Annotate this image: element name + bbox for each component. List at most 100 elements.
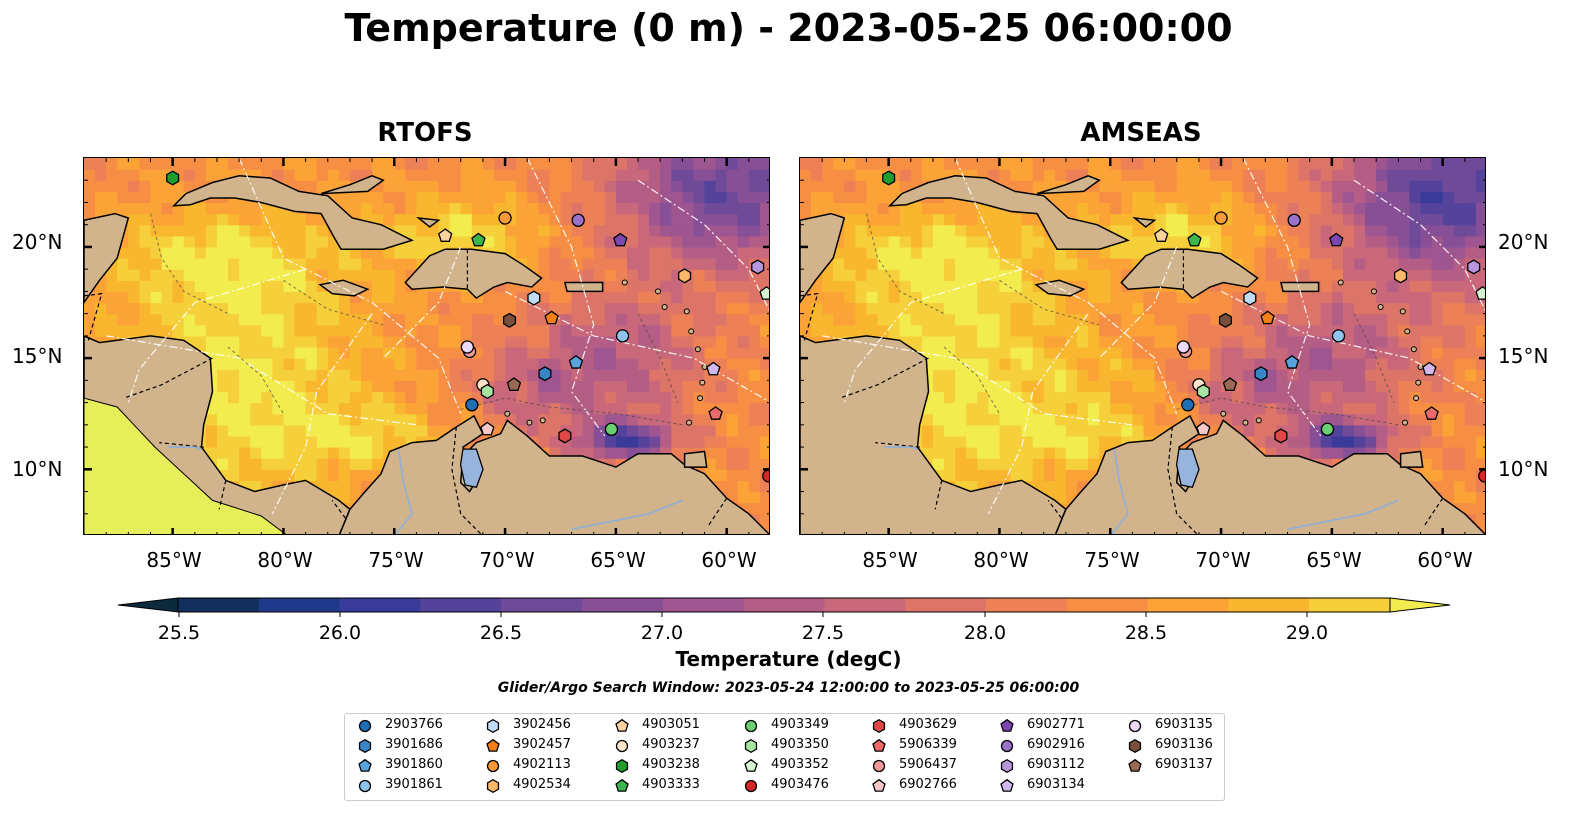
platform-legend: 2903766 3901686 3901860 3901861 3902456 39024… bbox=[344, 713, 1225, 801]
legend-marker-pentagon-icon bbox=[744, 758, 758, 772]
legend-marker-hexagon-icon bbox=[872, 718, 886, 734]
land-trinidad bbox=[683, 450, 708, 468]
lake-maracaibo bbox=[460, 448, 484, 488]
country-border bbox=[331, 500, 346, 519]
lon-label-80w: 80°W bbox=[257, 548, 313, 572]
platform-marker-6903136 bbox=[502, 312, 517, 328]
legend-marker-4903237 bbox=[615, 739, 629, 753]
legend-marker-pentagon-icon bbox=[1000, 718, 1014, 732]
platform-marker-3902456 bbox=[1243, 290, 1257, 306]
platform-marker-6902771 bbox=[613, 232, 628, 247]
legend-label: 3901686 bbox=[385, 737, 443, 752]
legend-marker-pentagon-icon bbox=[1128, 758, 1142, 772]
legend-marker-circle-icon bbox=[358, 719, 372, 733]
legend-marker-pentagon-icon bbox=[486, 738, 500, 752]
legend-marker-6902916 bbox=[1000, 739, 1014, 753]
platform-marker-6903136 bbox=[1218, 312, 1233, 328]
platform-marker-4903333 bbox=[471, 232, 486, 247]
legend-label: 5906339 bbox=[899, 737, 957, 752]
legend-label: 3901860 bbox=[385, 757, 443, 772]
platform-marker-4903350 bbox=[480, 383, 494, 400]
isobath bbox=[943, 346, 1000, 414]
river bbox=[394, 449, 413, 534]
country-border bbox=[84, 292, 103, 341]
platform-marker-6902771 bbox=[1329, 232, 1344, 247]
platform-marker-6903112 bbox=[751, 259, 765, 275]
eez-boundary bbox=[382, 246, 462, 359]
colorbar-tick-label: 27.5 bbox=[801, 622, 845, 644]
legend-label: 6902916 bbox=[1027, 737, 1085, 752]
platform-marker-6902916 bbox=[1287, 213, 1301, 227]
legend-label: 4903349 bbox=[771, 717, 829, 732]
legend-marker-5906437 bbox=[872, 759, 886, 773]
lon-label-60w: 60°W bbox=[701, 548, 757, 572]
legend-marker-6903136 bbox=[1128, 738, 1142, 754]
eez-boundary bbox=[822, 335, 1133, 426]
colorbar-tick-label: 27.0 bbox=[640, 622, 684, 644]
legend-label: 6903137 bbox=[1155, 757, 1213, 772]
lat-label-20n-right: 20°N bbox=[1498, 230, 1549, 254]
lesser-antilles bbox=[1220, 279, 1424, 426]
colorbar-segment bbox=[582, 598, 664, 612]
land-centralAmerica bbox=[800, 335, 1067, 534]
legend-marker-4903349 bbox=[744, 719, 758, 733]
land-bahamas1 bbox=[320, 174, 385, 195]
legend-marker-5906339 bbox=[872, 738, 886, 752]
country-border bbox=[1424, 497, 1444, 526]
country-border bbox=[708, 497, 728, 526]
platform-marker-3901861 bbox=[615, 329, 630, 343]
legend-marker-3901861 bbox=[358, 779, 372, 793]
lat-label-15n: 15°N bbox=[12, 344, 63, 368]
colorbar-segment bbox=[501, 598, 583, 612]
colorbar bbox=[117, 597, 1451, 617]
map-rtofs bbox=[84, 158, 769, 534]
colorbar-segment bbox=[1228, 598, 1310, 612]
colorbar-tick-label: 25.5 bbox=[157, 622, 201, 644]
legend-marker-2903766 bbox=[358, 719, 372, 733]
legend-label: 2903766 bbox=[385, 717, 443, 732]
legend-marker-hexagon-icon bbox=[486, 778, 500, 794]
colorbar-segment bbox=[662, 598, 745, 612]
legend-label: 4903238 bbox=[642, 757, 700, 772]
legend-label: 3901861 bbox=[385, 777, 443, 792]
lat-label-20n: 20°N bbox=[12, 230, 63, 254]
platform-marker-2903766 bbox=[1181, 398, 1195, 412]
platform-marker-6903135 bbox=[460, 340, 475, 354]
lon-label-80w-b: 80°W bbox=[973, 548, 1029, 572]
colorbar-segment bbox=[743, 598, 825, 612]
colorbar-segment bbox=[1066, 598, 1149, 612]
legend-label: 4903352 bbox=[771, 757, 829, 772]
legend-label: 6902766 bbox=[899, 777, 957, 792]
land-hispaniola bbox=[1120, 248, 1259, 300]
legend-marker-4903350 bbox=[744, 738, 758, 754]
lat-label-10n-right: 10°N bbox=[1498, 457, 1549, 481]
country-border bbox=[839, 357, 929, 399]
legend-label: 4903051 bbox=[642, 717, 700, 732]
legend-marker-circle-icon bbox=[744, 719, 758, 733]
legend-marker-hexagon-icon bbox=[1128, 738, 1142, 754]
lon-label-85w: 85°W bbox=[146, 548, 202, 572]
legend-label: 6903134 bbox=[1027, 777, 1085, 792]
legend-label: 4902534 bbox=[513, 777, 571, 792]
legend-marker-4903051 bbox=[615, 718, 629, 732]
platform-marker-3901686 bbox=[1254, 366, 1268, 382]
isobath bbox=[460, 397, 683, 426]
river bbox=[1110, 449, 1129, 534]
river bbox=[168, 446, 202, 451]
platform-marker-4903476 bbox=[1478, 469, 1485, 483]
legend-marker-pentagon-icon bbox=[872, 738, 886, 752]
land-trinidad bbox=[1399, 450, 1424, 468]
country-border bbox=[875, 442, 920, 448]
platform-marker-3901686 bbox=[538, 366, 552, 382]
platform-marker-4903629 bbox=[558, 428, 572, 444]
panel-title-rtofs: RTOFS bbox=[377, 118, 473, 148]
isobath bbox=[637, 313, 679, 403]
platform-marker-4902534 bbox=[678, 268, 692, 284]
legend-marker-circle-icon bbox=[358, 779, 372, 793]
isobath bbox=[283, 279, 384, 326]
legend-marker-6903137 bbox=[1128, 758, 1142, 772]
legend-label: 4903237 bbox=[642, 737, 700, 752]
land-cuba bbox=[887, 175, 1131, 250]
legend-label: 5906437 bbox=[899, 757, 957, 772]
lat-label-10n: 10°N bbox=[12, 457, 63, 481]
